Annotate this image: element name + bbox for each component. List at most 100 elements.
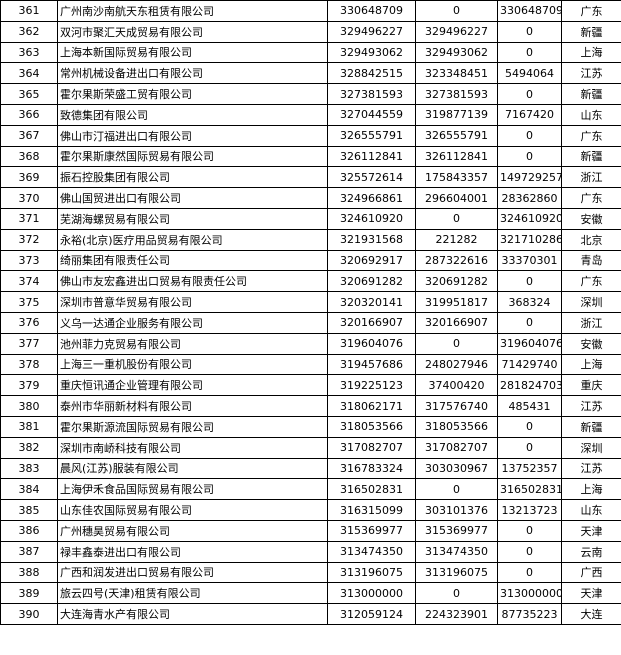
export-value-cell: 323348451 [415, 62, 498, 85]
table-row: 384 上海伊禾食品国际贸易有限公司 316502831 0 316502831 上海 [0, 478, 621, 501]
total-cell: 313000000 [327, 582, 416, 605]
import-value-cell: 281824703 [497, 374, 562, 397]
table-row: 373 绮丽集团有限责任公司 320692917 287322616 33370301 青… [0, 249, 621, 272]
export-value-cell: 287322616 [415, 249, 498, 272]
total-cell: 316783324 [327, 457, 416, 480]
total-cell: 327381593 [327, 83, 416, 105]
total-cell: 315369977 [327, 519, 416, 542]
export-value-cell: 313196075 [415, 561, 498, 584]
rank-cell: 378 [0, 353, 58, 376]
region-cell: 云南 [561, 540, 621, 563]
import-value-cell: 313000000 [497, 582, 562, 605]
import-value-cell: 149729257 [497, 166, 562, 189]
total-cell: 324966861 [327, 187, 416, 209]
table-row: 387 禄丰鑫泰进出口有限公司 313474350 313474350 0 云南 [0, 540, 621, 563]
rank-cell: 372 [0, 228, 58, 251]
rank-cell: 385 [0, 499, 58, 521]
export-value-cell: 326555791 [415, 124, 498, 147]
rank-cell: 374 [0, 270, 58, 293]
export-value-cell: 224323901 [415, 603, 498, 625]
region-cell: 广东 [561, 0, 621, 22]
export-value-cell: 0 [415, 582, 498, 605]
company-cell: 广西和润发进出口贸易有限公司 [57, 561, 328, 584]
export-value-cell: 0 [415, 0, 498, 22]
table-row: 367 佛山市汀福进出口有限公司 326555791 326555791 0 广东 [0, 124, 621, 147]
company-cell: 佛山市友宏鑫进出口贸易有限责任公司 [57, 270, 328, 293]
table-row: 372 永裕(北京)医疗用品贸易有限公司 321931568 221282 321710… [0, 228, 621, 251]
table-row: 368 霍尔果斯康然国际贸易有限公司 326112841 326112841 0 新疆 [0, 145, 621, 168]
company-cell: 晨风(江苏)服装有限公司 [57, 457, 328, 480]
total-cell: 324610920 [327, 207, 416, 230]
rank-cell: 363 [0, 41, 58, 64]
table-row: 371 芜湖海螺贸易有限公司 324610920 0 324610920 安徽 [0, 207, 621, 230]
region-cell: 山东 [561, 499, 621, 521]
table-row: 385 山东佳农国际贸易有限公司 316315099 303101376 1321372… [0, 499, 621, 521]
company-cell: 上海本新国际贸易有限公司 [57, 41, 328, 64]
rank-cell: 367 [0, 124, 58, 147]
rank-cell: 362 [0, 20, 58, 43]
company-cell: 深圳市南峤科技有限公司 [57, 436, 328, 459]
total-cell: 327044559 [327, 103, 416, 126]
table-body: 361 广州南沙南航天东租赁有限公司 330648709 0 330648709 广东 36… [0, 0, 621, 625]
export-value-cell: 296604001 [415, 187, 498, 209]
total-cell: 329496227 [327, 20, 416, 43]
export-value-cell: 175843357 [415, 166, 498, 189]
export-value-cell: 313474350 [415, 540, 498, 563]
company-cell: 广州穗昊贸易有限公司 [57, 519, 328, 542]
rank-cell: 366 [0, 103, 58, 126]
region-cell: 新疆 [561, 20, 621, 43]
import-value-cell: 319604076 [497, 332, 562, 355]
rank-cell: 389 [0, 582, 58, 605]
region-cell: 深圳 [561, 436, 621, 459]
company-cell: 芜湖海螺贸易有限公司 [57, 207, 328, 230]
total-cell: 318053566 [327, 415, 416, 438]
table-row: 382 深圳市南峤科技有限公司 317082707 317082707 0 深圳 [0, 436, 621, 459]
table-row: 364 常州机械设备进出口有限公司 328842515 323348451 549406… [0, 62, 621, 85]
table-row: 361 广州南沙南航天东租赁有限公司 330648709 0 330648709 广东 [0, 0, 621, 22]
total-cell: 316315099 [327, 499, 416, 521]
import-value-cell: 368324 [497, 291, 562, 313]
region-cell: 安徽 [561, 207, 621, 230]
rank-cell: 386 [0, 519, 58, 542]
export-value-cell: 221282 [415, 228, 498, 251]
export-value-cell: 0 [415, 332, 498, 355]
total-cell: 320692917 [327, 249, 416, 272]
table-row: 386 广州穗昊贸易有限公司 315369977 315369977 0 天津 [0, 519, 621, 542]
import-value-cell: 71429740 [497, 353, 562, 376]
region-cell: 新疆 [561, 415, 621, 438]
region-cell: 大连 [561, 603, 621, 625]
company-cell: 义乌一达通企业服务有限公司 [57, 311, 328, 334]
company-cell: 山东佳农国际贸易有限公司 [57, 499, 328, 521]
import-value-cell: 7167420 [497, 103, 562, 126]
company-cell: 大连海青水产有限公司 [57, 603, 328, 625]
table-row: 379 重庆恒讯通企业管理有限公司 319225123 37400420 2818247… [0, 374, 621, 397]
region-cell: 深圳 [561, 291, 621, 313]
company-cell: 重庆恒讯通企业管理有限公司 [57, 374, 328, 397]
total-cell: 320691282 [327, 270, 416, 293]
company-cell: 泰州市华丽新材料有限公司 [57, 395, 328, 417]
total-cell: 319225123 [327, 374, 416, 397]
table-row: 377 池州菲力克贸易有限公司 319604076 0 319604076 安徽 [0, 332, 621, 355]
region-cell: 上海 [561, 41, 621, 64]
table-row: 362 双河市聚汇天成贸易有限公司 329496227 329496227 0 新疆 [0, 20, 621, 43]
table-row: 380 泰州市华丽新材料有限公司 318062171 317576740 485431 江… [0, 395, 621, 417]
total-cell: 325572614 [327, 166, 416, 189]
import-value-cell: 0 [497, 41, 562, 64]
total-cell: 328842515 [327, 62, 416, 85]
export-value-cell: 315369977 [415, 519, 498, 542]
company-cell: 佛山国贸进出口有限公司 [57, 187, 328, 209]
import-value-cell: 87735223 [497, 603, 562, 625]
region-cell: 浙江 [561, 166, 621, 189]
rank-cell: 365 [0, 83, 58, 105]
import-value-cell: 0 [497, 83, 562, 105]
import-value-cell: 321710286 [497, 228, 562, 251]
import-value-cell: 324610920 [497, 207, 562, 230]
import-value-cell: 0 [497, 311, 562, 334]
company-cell: 禄丰鑫泰进出口有限公司 [57, 540, 328, 563]
region-cell: 新疆 [561, 83, 621, 105]
total-cell: 313196075 [327, 561, 416, 584]
rank-cell: 376 [0, 311, 58, 334]
company-cell: 佛山市汀福进出口有限公司 [57, 124, 328, 147]
export-value-cell: 303101376 [415, 499, 498, 521]
table-row: 374 佛山市友宏鑫进出口贸易有限责任公司 320691282 320691282 0 广… [0, 270, 621, 293]
